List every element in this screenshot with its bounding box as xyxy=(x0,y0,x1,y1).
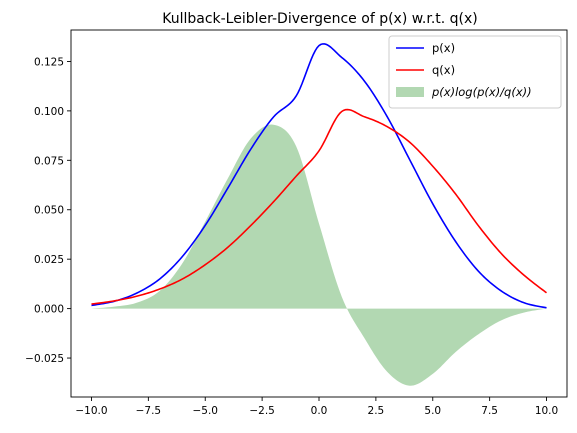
y-tick-label: 0.100 xyxy=(34,106,64,118)
y-tick-label: 0.050 xyxy=(34,205,64,217)
legend-label-p: p(x) xyxy=(432,41,455,55)
x-tick-label: 5.0 xyxy=(424,405,441,417)
legend: p(x) q(x) p(x)log(p(x)/q(x)) xyxy=(388,35,562,109)
x-tick-label: 2.5 xyxy=(368,405,385,417)
x-tick-label: −7.5 xyxy=(136,405,162,417)
x-tick-label: −10.0 xyxy=(75,405,107,417)
series-line-q xyxy=(91,108,548,305)
series-line-p xyxy=(91,43,547,309)
y-tick-label: 0.075 xyxy=(34,155,64,167)
legend-label-kl: p(x)log(p(x)/q(x)) xyxy=(431,85,532,99)
legend-swatch-kl xyxy=(396,87,424,97)
y-tick-label: −0.025 xyxy=(25,353,64,365)
series-area-kl xyxy=(91,124,547,386)
x-axis: −10.0 −7.5 −5.0 −2.5 0.0 2.5 5.0 7.5 10.0 xyxy=(75,397,558,417)
x-tick-label: 0.0 xyxy=(311,405,328,417)
legend-label-q: q(x) xyxy=(432,63,455,77)
y-tick-label: 0.125 xyxy=(34,56,64,68)
x-tick-label: 10.0 xyxy=(535,405,558,417)
x-tick-label: −2.5 xyxy=(249,405,275,417)
y-axis: −0.025 0.000 0.025 0.050 0.075 0.100 0.125 xyxy=(25,56,71,365)
legend-frame xyxy=(388,35,562,109)
y-tick-label: 0.000 xyxy=(34,304,64,316)
x-tick-label: 7.5 xyxy=(481,405,498,417)
y-tick-label: 0.025 xyxy=(34,254,64,266)
x-tick-label: −5.0 xyxy=(192,405,218,417)
chart-title: Kullback-Leibler-Divergence of p(x) w.r.… xyxy=(162,11,478,27)
